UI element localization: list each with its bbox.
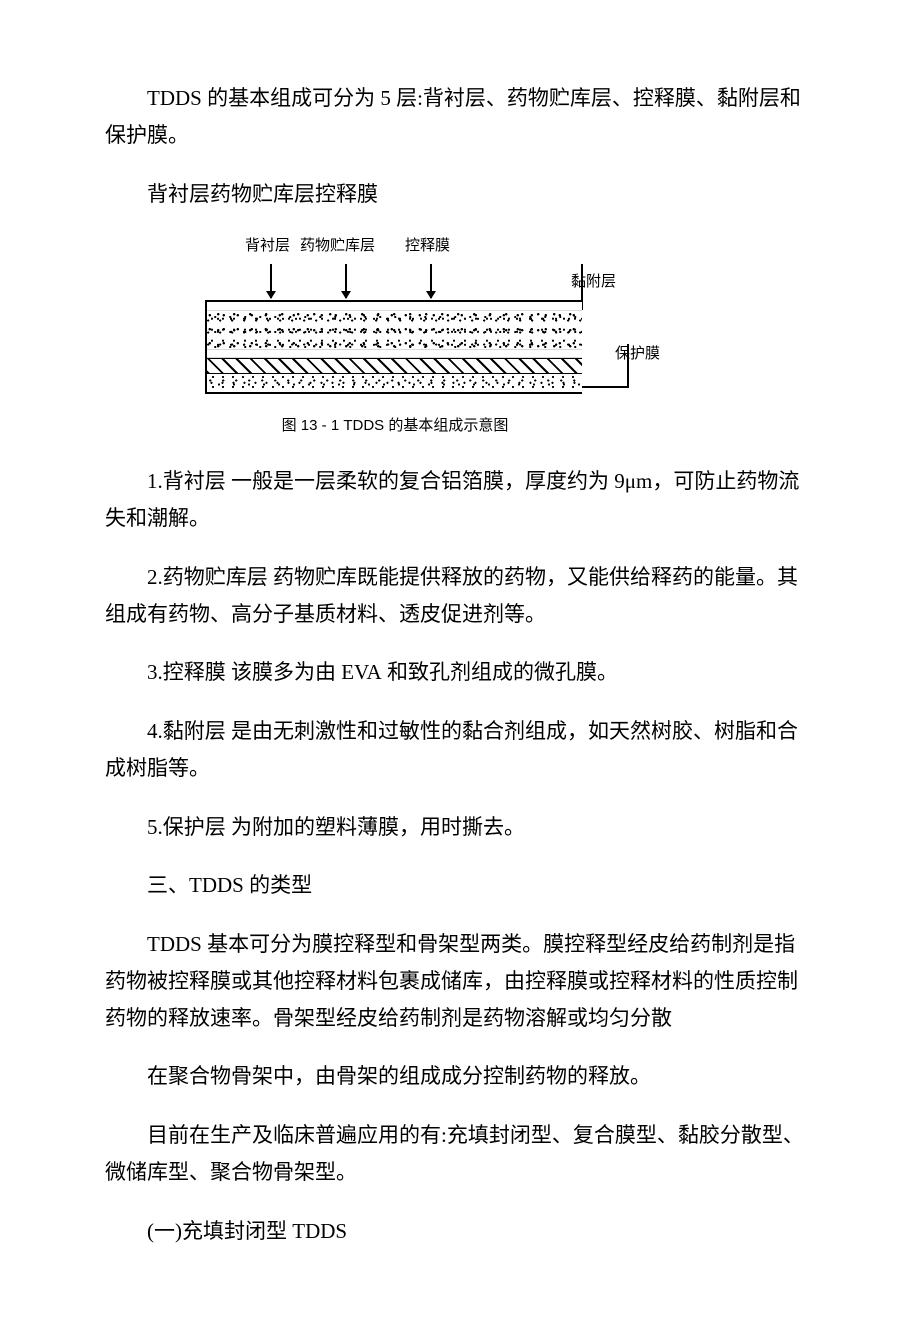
layer-back [207,302,582,311]
figure-13-1: 背衬层 药物贮库层 控释膜 黏附层 保护膜 图 13 - 1 TDDS 的基本组 [105,234,815,435]
layer-drug-reservoir [207,311,582,350]
layer-protect [207,374,582,392]
paragraph-6: 4.黏附层 是由无刺激性和过敏性的黏合剂组成，如天然树胶、树脂和合成树脂等。 [105,713,815,787]
p5-suffix: 和致孔剂组成的微孔膜。 [382,660,618,684]
arrow-down-icon [270,264,272,298]
figure-label-drug: 药物贮库层 [300,234,375,255]
figure-label-adhesive: 黏附层 [571,270,616,291]
paragraph-12: (一)充填封闭型 TDDS [105,1213,815,1250]
paragraph-3: 1.背衬层 一般是一层柔软的复合铝箔膜，厚度约为 9μm，可防止药物流失和潮解。 [105,463,815,537]
paragraph-7: 5.保护层 为附加的塑料薄膜，用时撕去。 [105,809,815,846]
paragraph-9: TDDS 基本可分为膜控释型和骨架型两类。膜控释型经皮给药制剂是指药物被控释膜或… [105,926,815,1036]
paragraph-1: TDDS 的基本组成可分为 5 层:背衬层、药物贮库层、控释膜、黏附层和保护膜。 [105,80,815,154]
paragraph-2: 背衬层药物贮库层控释膜 [105,176,815,213]
figure-label-back: 背衬层 [245,234,290,255]
arrow-down-icon [345,264,347,298]
figure-label-ctrl: 控释膜 [405,234,450,255]
layer-control-membrane [207,350,582,358]
p3-prefix: 1.背衬层 一般是一层柔软的复合铝箔膜，厚度约为 9 [147,469,625,493]
paragraph-11: 目前在生产及临床普遍应用的有:充填封闭型、复合膜型、黏胶分散型、微储库型、聚合物… [105,1117,815,1191]
p5-prefix: 3.控释膜 该膜多为由 [147,660,341,684]
document-page: TDDS 的基本组成可分为 5 层:背衬层、药物贮库层、控释膜、黏附层和保护膜。… [0,0,920,1331]
layer-adhesive [207,358,582,374]
p3-unit: μm [625,469,653,493]
paragraph-8: 三、TDDS 的类型 [105,867,815,904]
arrow-down-icon [430,264,432,298]
p5-eva: EVA [341,660,381,684]
paragraph-5: 3.控释膜 该膜多为由 EVA 和致孔剂组成的微孔膜。 [105,654,815,691]
paragraph-4: 2.药物贮库层 药物贮库既能提供释放的药物，又能供给释药的能量。其组成有药物、高… [105,559,815,633]
leader-line-protect [627,344,629,388]
figure-label-protect: 保护膜 [615,342,660,363]
paragraph-10: 在聚合物骨架中，由骨架的组成成分控制药物的释放。 [105,1058,815,1095]
figure-layers [205,300,582,394]
figure-top-labels: 背衬层 药物贮库层 控释膜 [175,234,675,264]
figure-caption: 图 13 - 1 TDDS 的基本组成示意图 [175,414,615,435]
